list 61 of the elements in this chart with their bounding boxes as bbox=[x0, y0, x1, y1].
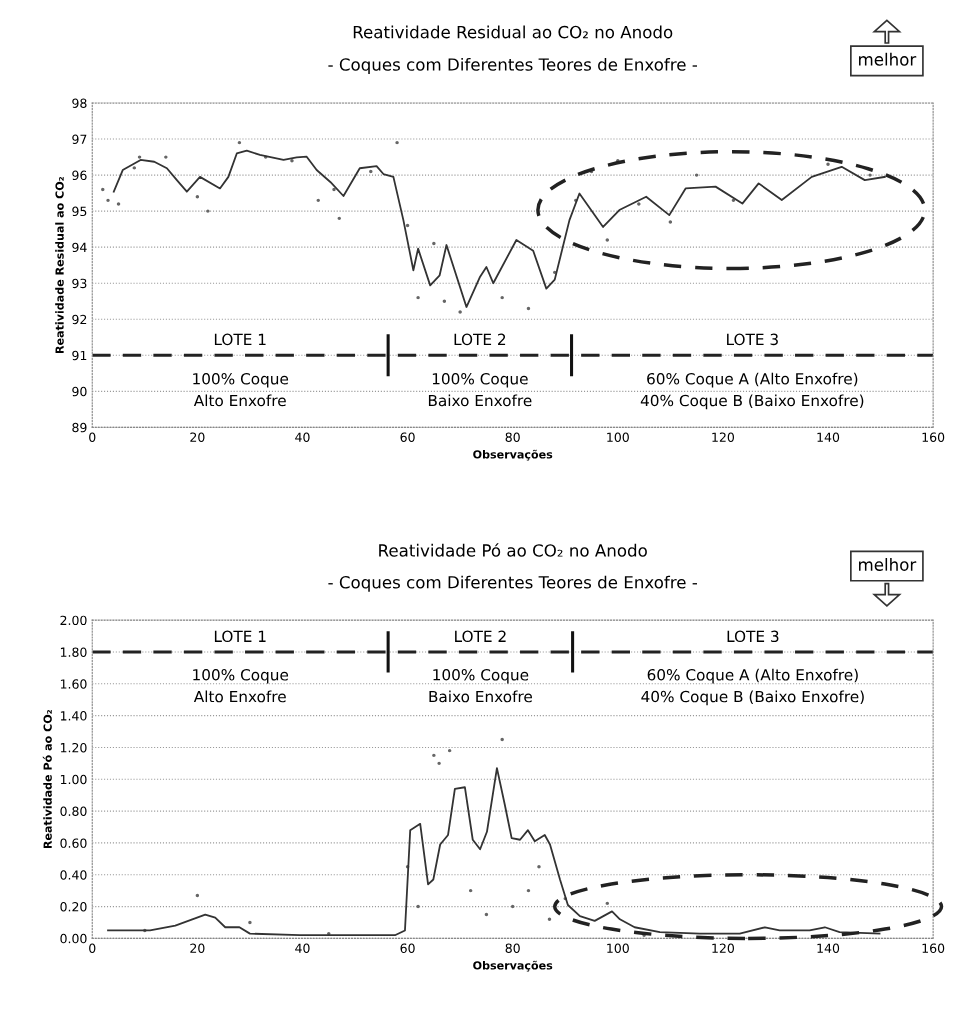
x-tick-label: 40 bbox=[295, 943, 310, 953]
y-tick-label: 90 bbox=[72, 386, 87, 397]
text: melhor bbox=[859, 557, 917, 571]
y-tick-label: 0.20 bbox=[60, 902, 87, 912]
annotation: LOTE 1 bbox=[214, 630, 266, 643]
chart-subtitle: - Coques com Diferentes Teores de Enxofre - bbox=[328, 575, 698, 592]
annotation: 60% Coque A (Alto Enxofre) 40% Coque B (Baixo Enxofre) bbox=[641, 668, 864, 706]
y-tick-label: 1.80 bbox=[60, 647, 87, 657]
annotation: LOTE 3 bbox=[727, 630, 779, 643]
y-tick-label: 2.00 bbox=[60, 615, 87, 626]
x-tick-label: 100 bbox=[607, 943, 629, 953]
y-tick-label: 1.40 bbox=[60, 711, 87, 721]
y-tick-label: 0.60 bbox=[60, 838, 87, 848]
x-tick-label: 160 bbox=[922, 943, 945, 953]
annotation: LOTE 2 bbox=[455, 630, 506, 643]
x-tick-label: 140 bbox=[817, 432, 840, 442]
annotation: LOTE 2 bbox=[454, 333, 506, 346]
annotation: 100% Coque Baixo Enxofre bbox=[429, 668, 532, 703]
y-axis-title: Reatividade Pó ao CO₂ bbox=[42, 710, 52, 849]
y-tick-label: 1.60 bbox=[60, 679, 87, 689]
y-tick-label: 0.40 bbox=[60, 870, 87, 880]
y-tick-label: 98 bbox=[72, 98, 87, 108]
y-tick-label: 96 bbox=[72, 170, 87, 181]
y-tick-label: 94 bbox=[72, 242, 87, 253]
x-tick-label: 120 bbox=[712, 432, 735, 442]
y-tick-label: 95 bbox=[72, 206, 87, 217]
annotation: LOTE 1 bbox=[214, 333, 266, 346]
y-tick-label: 91 bbox=[72, 350, 87, 361]
y-tick-label: 0.80 bbox=[60, 806, 87, 817]
x-tick-label: 120 bbox=[712, 943, 735, 953]
text: melhor bbox=[859, 52, 917, 66]
annotation: 100% Coque Alto Enxofre bbox=[193, 372, 289, 407]
chart-title: Reatividade Pó ao CO₂ no Anodo bbox=[379, 543, 647, 557]
x-tick-label: 40 bbox=[295, 432, 310, 442]
x-tick-label: 20 bbox=[190, 943, 205, 953]
x-tick-label: 100 bbox=[607, 432, 629, 442]
x-axis-title: Observações bbox=[473, 960, 553, 972]
y-tick-label: 1.00 bbox=[60, 774, 87, 785]
y-axis-title: Reatividade Residual ao CO₂ bbox=[55, 177, 64, 353]
y-tick-label: 0.00 bbox=[60, 933, 87, 944]
annotation: LOTE 3 bbox=[727, 333, 778, 346]
y-tick-label: 93 bbox=[72, 278, 87, 289]
x-tick-label: 0 bbox=[89, 943, 96, 953]
y-tick-label: 89 bbox=[72, 422, 87, 433]
x-tick-label: 20 bbox=[190, 432, 205, 442]
x-tick-label: 0 bbox=[89, 432, 96, 442]
y-tick-label: 1.20 bbox=[60, 742, 87, 753]
chart-subtitle: - Coques com Diferentes Teores de Enxofre - bbox=[328, 57, 698, 75]
x-tick-label: 80 bbox=[505, 943, 520, 953]
x-axis-title: Observações bbox=[473, 449, 553, 461]
x-tick-label: 60 bbox=[400, 943, 415, 953]
annotation: 100% Coque Alto Enxofre bbox=[193, 668, 289, 703]
x-tick-label: 160 bbox=[922, 432, 945, 442]
annotation: 60% Coque A (Alto Enxofre) 40% Coque B (Baixo Enxofre) bbox=[640, 372, 864, 410]
y-tick-label: 97 bbox=[72, 134, 87, 144]
chart-title: Reatividade Residual ao CO₂ no Anodo bbox=[353, 25, 673, 39]
x-tick-label: 60 bbox=[400, 432, 415, 442]
y-tick-label: 92 bbox=[72, 314, 87, 325]
annotation: 100% Coque Baixo Enxofre bbox=[428, 372, 532, 407]
x-tick-label: 140 bbox=[817, 943, 840, 953]
x-tick-label: 80 bbox=[505, 432, 520, 442]
